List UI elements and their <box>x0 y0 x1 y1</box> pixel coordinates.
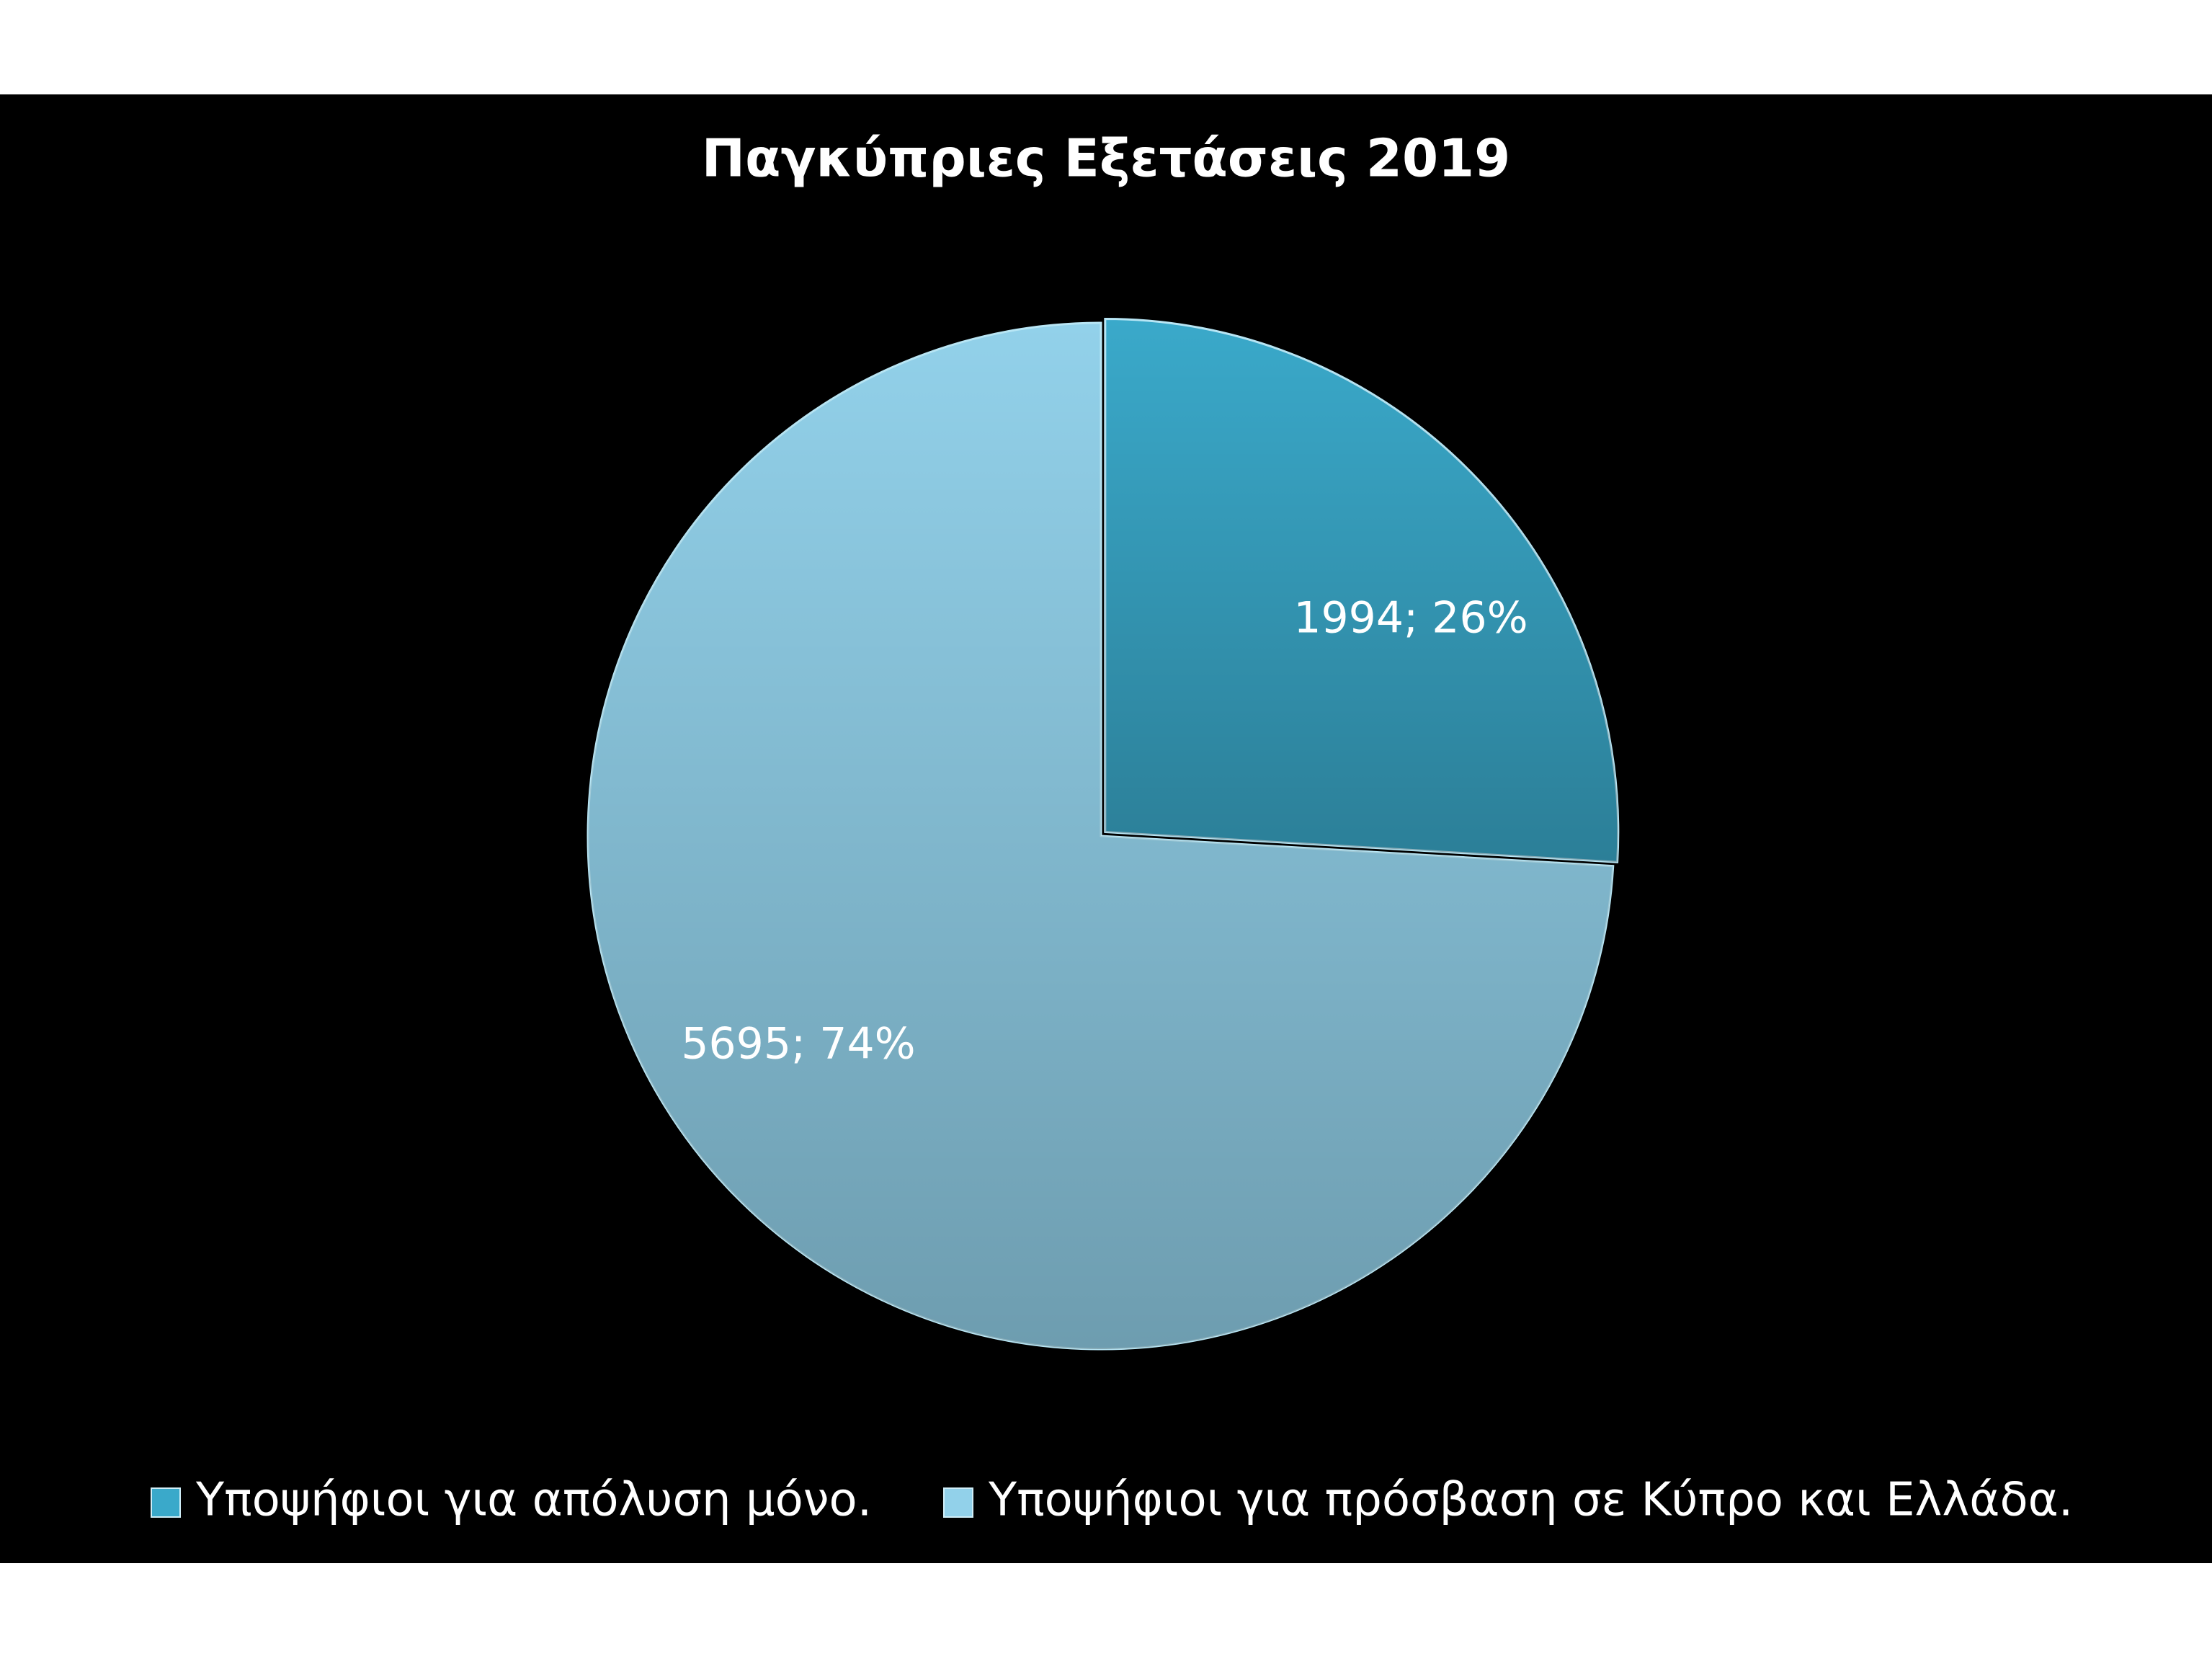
legend-swatch <box>943 1487 973 1518</box>
legend-label: Υποψήφιοι για απόλυση μόνο. <box>195 1474 872 1527</box>
chart-title: Παγκύπριες Εξετάσεις 2019 <box>702 128 1510 189</box>
data-label: 1994; 26% <box>1293 593 1528 644</box>
legend-label: Υποψήφιοι για πρόσβαση σε Κύπρο και Ελλά… <box>988 1474 2073 1527</box>
legend-swatch <box>151 1487 181 1518</box>
slice-shade <box>1105 319 1618 863</box>
slice-shade <box>588 323 1613 1349</box>
data-label: 5695; 74% <box>681 1019 915 1069</box>
